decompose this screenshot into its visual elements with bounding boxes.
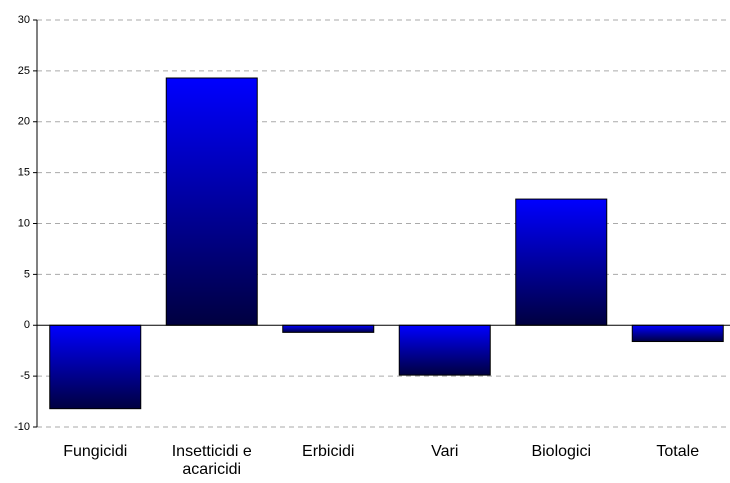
x-tick-label: Biologici [531, 443, 592, 460]
x-tick-label: Insetticidi e acaricidi [171, 443, 252, 478]
y-tick-label: -5 [20, 370, 30, 382]
bar [165, 77, 258, 326]
x-tick-label: Totale [656, 443, 700, 460]
y-tick-label: 5 [24, 268, 30, 280]
x-tick-label: Fungicidi [63, 443, 128, 460]
y-tick-label: 30 [18, 14, 30, 26]
bar [515, 198, 608, 326]
bar [398, 324, 491, 376]
bar [49, 324, 142, 410]
bar [282, 324, 375, 333]
x-tick-label: Vari [431, 443, 459, 460]
y-tick-label: 15 [18, 167, 30, 179]
y-tick-label: 20 [18, 116, 30, 128]
y-tick-label: 25 [18, 65, 30, 77]
y-tick-label: -10 [14, 421, 30, 433]
y-tick-label: 10 [18, 217, 30, 229]
bar [631, 324, 724, 343]
x-tick-label: Erbicidi [302, 443, 355, 460]
y-tick-label: 0 [24, 319, 30, 331]
